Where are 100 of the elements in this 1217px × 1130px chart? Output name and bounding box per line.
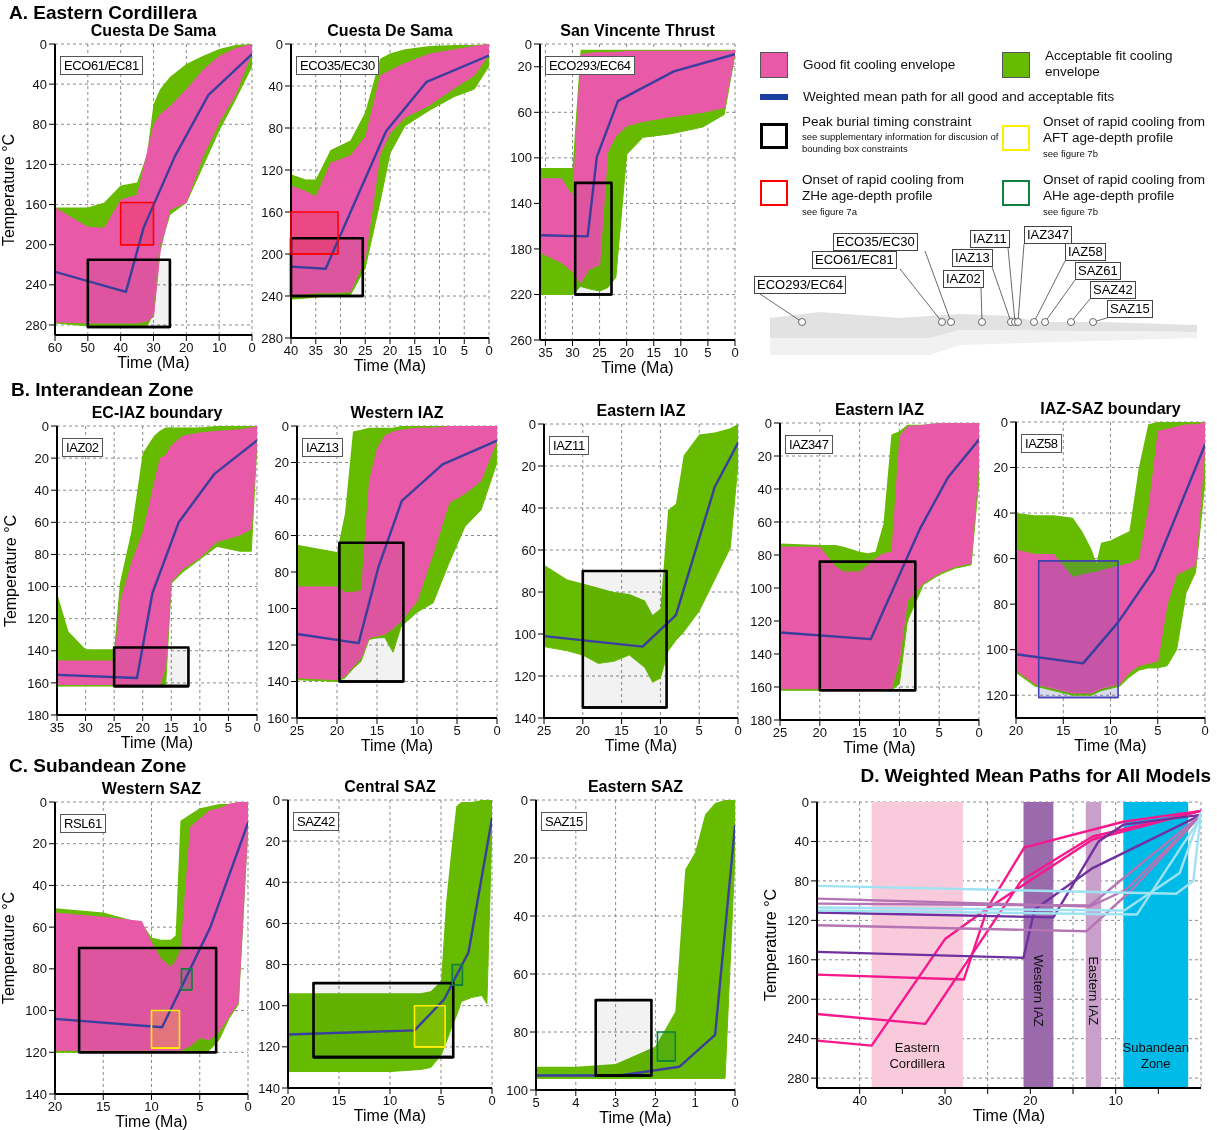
x-tick-label: 15 [369,723,385,739]
x-axis-title: Time (Ma) [114,1113,189,1130]
x-tick-label: 0 [1201,723,1209,739]
x-axis-title: Time (Ma) [359,737,435,755]
y-axis-title: Temperature °C [0,891,18,1005]
x-axis-title: Time (Ma) [119,734,195,752]
y-tick-label: 200 [25,237,47,253]
y-tick-label: 100 [258,998,280,1014]
text: see figure 7b [1043,206,1099,218]
annotation: ECO293/EC64 [545,56,635,75]
x-tick-label: 10 [211,340,227,356]
x-tick-label: 2 [651,1095,660,1111]
y-tick-label: 140 [258,1080,280,1096]
y-tick-label: 200 [261,246,283,262]
x-tick-label: 10 [382,1093,398,1109]
x-tick-label: 4 [572,1095,580,1111]
y-tick-label: 120 [750,613,772,629]
y-tick-label: 80 [265,957,280,973]
x-tick-label: 25 [592,345,607,361]
y-tick-label: 140 [267,674,289,690]
annotation: SAZ42 [293,812,339,831]
annotation: IAZ58 [1021,434,1062,453]
text: A. Eastern Cordillera [9,2,197,24]
y-tick-label: 140 [750,646,772,662]
x-tick-label: 0 [244,1099,252,1115]
x-tick-label: 20 [135,720,150,736]
y-tick-label: 60 [757,514,772,530]
y-tick-label: 80 [34,547,49,563]
x-tick-label: 5 [460,343,468,359]
x-axis-title: Time (Ma) [116,354,191,372]
y-tick-label: 60 [265,916,280,932]
band-label: Western IAZ [1030,954,1046,1027]
x-tick-label: 0 [493,723,501,739]
chart-title: Central SAZ [344,778,436,795]
x-tick-label: 15 [164,720,179,736]
x-tick-label: 20 [1008,723,1024,739]
annotation: IAZ347 [785,435,833,454]
text: Acceptable fit cooling envelope [1045,48,1174,80]
y-tick-label: 80 [513,1024,528,1040]
y-tick-label: 60 [517,104,532,120]
x-tick-label: 10 [892,725,907,741]
x-tick-label: 0 [731,1095,739,1111]
chart-title: Eastern SAZ [587,778,684,795]
annotation: IAZ02 [62,438,103,457]
y-axis-title: Temperature °C [2,514,20,627]
x-tick-label: 30 [146,340,161,356]
y-tick-label: 100 [750,580,772,596]
text: ECO61/EC81 [812,251,897,269]
y-tick-label: 160 [25,197,47,213]
y-tick-label: 0 [272,792,280,808]
x-tick-label: 25 [106,720,122,736]
y-tick-label: 0 [520,792,528,808]
text: IAZ13 [952,249,993,267]
y-tick-label: 120 [267,637,289,653]
text: IAZ347 [1024,226,1072,244]
y-tick-label: 160 [750,679,772,695]
chart-title: Eastern IAZ [596,402,686,419]
y-tick-label: 140 [514,710,536,726]
x-tick-label: 5 [935,725,943,741]
y-tick-label: 240 [261,288,283,304]
y-tick-label: 0 [39,36,47,52]
x-tick-label: 25 [536,723,552,739]
y-tick-label: 120 [986,687,1008,703]
y-tick-label: 20 [993,460,1008,476]
y-tick-label: 180 [27,707,49,723]
text: SAZ42 [1090,281,1136,299]
y-tick-label: 280 [261,330,283,346]
y-tick-label: 40 [513,908,528,924]
x-tick-label: 25 [289,723,305,739]
y-tick-label: 160 [27,675,49,691]
chart-title: Cuesta De Sama [90,22,217,39]
x-axis-title: Time (Ma) [352,1107,428,1125]
y-tick-label: 80 [757,547,772,563]
chart-title: Western IAZ [350,404,444,421]
y-tick-label: 40 [32,878,47,894]
y-tick-label: 0 [39,794,47,810]
y-tick-label: 20 [274,455,289,471]
x-tick-label: 25 [772,725,788,741]
x-tick-label: 30 [333,343,348,359]
x-tick-label: 30 [937,1093,953,1109]
y-tick-label: 60 [521,542,536,558]
y-tick-label: 160 [787,952,809,968]
x-axis-title: Time (Ma) [842,739,917,757]
y-tick-label: 140 [510,196,532,211]
x-axis-title: Time (Ma) [603,737,679,755]
x-tick-label: 5 [453,723,461,739]
y-tick-label: 20 [517,59,532,75]
x-tick-label: 5 [224,720,233,736]
x-tick-label: 0 [248,340,256,356]
x-tick-label: 20 [619,345,634,361]
annotation: RSL61 [60,814,106,833]
x-tick-label: 0 [488,1093,496,1109]
chart-title: San Vincente Thrust [560,22,715,39]
x-tick-label: 3 [611,1095,620,1111]
x-axis-title: Time (Ma) [600,359,675,377]
band-label: Subandean Zone [1122,1040,1190,1071]
y-tick-label: 40 [32,76,47,92]
x-tick-label: 10 [432,343,447,359]
y-axis-title: Temperature °C [762,888,780,1002]
y-tick-label: 40 [757,481,772,497]
